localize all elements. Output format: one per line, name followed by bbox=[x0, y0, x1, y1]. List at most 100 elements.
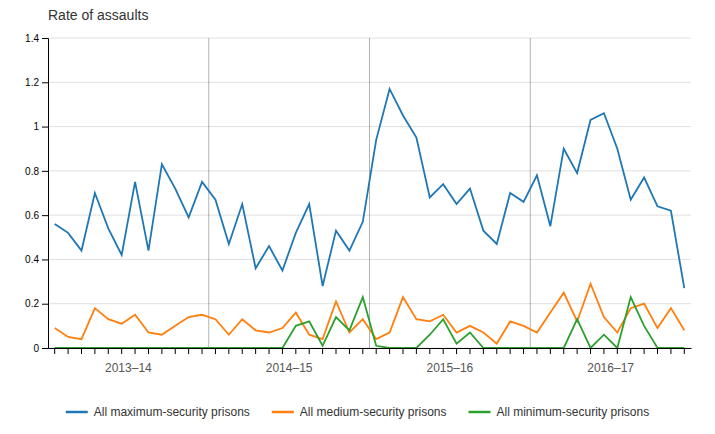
x-tick bbox=[349, 348, 350, 354]
x-tick bbox=[148, 348, 149, 354]
x-tick-mark bbox=[68, 348, 69, 354]
x-tick bbox=[269, 348, 270, 354]
x-tick bbox=[483, 348, 484, 354]
x-tick bbox=[443, 348, 444, 354]
x-tick-mark bbox=[135, 348, 136, 354]
y-tick-label: 0 bbox=[33, 343, 39, 354]
x-tick bbox=[590, 348, 591, 354]
y-tick-label: 0.8 bbox=[25, 166, 39, 177]
x-tick bbox=[416, 348, 417, 354]
y-tick-mark bbox=[42, 127, 48, 128]
x-tick-mark bbox=[228, 348, 229, 354]
legend-swatch bbox=[469, 411, 491, 414]
x-tick-mark bbox=[202, 348, 203, 354]
x-tick bbox=[295, 348, 296, 354]
x-tick-mark bbox=[282, 348, 283, 354]
x-tick-mark bbox=[295, 348, 296, 354]
x-tick bbox=[94, 348, 95, 354]
x-tick bbox=[336, 348, 337, 354]
x-tick bbox=[657, 348, 658, 354]
y-tick: 1.2 bbox=[25, 77, 48, 88]
y-tick: 0.6 bbox=[25, 210, 48, 221]
x-tick-mark bbox=[523, 348, 524, 354]
y-tick-mark bbox=[42, 38, 48, 39]
series-line bbox=[55, 297, 685, 348]
x-tick bbox=[282, 348, 283, 354]
legend-item: All minimum-security prisons bbox=[469, 405, 650, 419]
y-tick-mark bbox=[42, 82, 48, 83]
y-tick-label: 0.6 bbox=[25, 210, 39, 221]
x-tick bbox=[603, 348, 604, 354]
block-separator bbox=[369, 38, 370, 348]
x-tick-mark bbox=[81, 348, 82, 354]
x-tick-mark bbox=[496, 348, 497, 354]
title: Rate of assaults bbox=[48, 7, 148, 23]
x-tick-mark bbox=[563, 348, 564, 354]
x-tick-mark bbox=[510, 348, 511, 354]
x-tick-mark bbox=[483, 348, 484, 354]
x-tick-mark bbox=[269, 348, 270, 354]
x-tick-mark bbox=[536, 348, 537, 354]
x-tick-mark bbox=[322, 348, 323, 354]
x-tick bbox=[630, 348, 631, 354]
y-tick: 0.4 bbox=[25, 254, 48, 265]
x-tick-mark bbox=[215, 348, 216, 354]
x-tick-mark bbox=[684, 348, 685, 354]
y-axis: 0 0.2 0.4 0.6 0.8 1 1.2 1.4 bbox=[25, 33, 48, 354]
x-tick bbox=[135, 348, 136, 354]
x-tick bbox=[175, 348, 176, 354]
x-tick-mark bbox=[670, 348, 671, 354]
y-tick: 0.8 bbox=[25, 166, 48, 177]
x-tick-mark bbox=[657, 348, 658, 354]
y-tick-label: 1.2 bbox=[25, 77, 39, 88]
x-tick-mark bbox=[121, 348, 122, 354]
legend-label: All minimum-security prisons bbox=[497, 405, 650, 419]
x-tick bbox=[309, 348, 310, 354]
x-tick-mark bbox=[336, 348, 337, 354]
x-axis bbox=[49, 348, 692, 354]
legend-item: All medium-security prisons bbox=[272, 405, 447, 419]
series-line bbox=[55, 284, 685, 344]
x-tick-mark bbox=[389, 348, 390, 354]
x-tick-mark bbox=[644, 348, 645, 354]
x-tick-mark bbox=[242, 348, 243, 354]
x-tick bbox=[215, 348, 216, 354]
y-tick-label: 1 bbox=[33, 121, 39, 132]
x-tick bbox=[684, 348, 685, 354]
block-separator bbox=[530, 38, 531, 348]
x-tick bbox=[469, 348, 470, 354]
x-tick bbox=[670, 348, 671, 354]
x-tick bbox=[496, 348, 497, 354]
plot: 00.20.40.60.811.21.42013–142014–152015–1… bbox=[25, 33, 691, 375]
y-tick-mark bbox=[42, 259, 48, 260]
x-tick-mark bbox=[309, 348, 310, 354]
x-tick-mark bbox=[443, 348, 444, 354]
x-tick-mark bbox=[148, 348, 149, 354]
block-separators bbox=[209, 38, 531, 348]
x-tick-mark bbox=[188, 348, 189, 354]
x-tick bbox=[523, 348, 524, 354]
x-tick bbox=[108, 348, 109, 354]
x-tick bbox=[68, 348, 69, 354]
y-tick: 1.4 bbox=[25, 33, 48, 44]
x-tick bbox=[536, 348, 537, 354]
x-tick bbox=[121, 348, 122, 354]
x-tick-mark bbox=[630, 348, 631, 354]
x-tick bbox=[362, 348, 363, 354]
x-tick bbox=[81, 348, 82, 354]
x-tick bbox=[161, 348, 162, 354]
grid bbox=[48, 38, 691, 348]
series-line bbox=[55, 89, 685, 288]
y-tick-label: 0.2 bbox=[25, 298, 39, 309]
x-tick bbox=[644, 348, 645, 354]
lines bbox=[55, 89, 685, 348]
y-tick-label: 0.4 bbox=[25, 254, 39, 265]
x-tick bbox=[429, 348, 430, 354]
y-tick-mark bbox=[42, 348, 48, 349]
y-tick: 0 bbox=[33, 343, 48, 354]
year-label: 2016–17 bbox=[587, 361, 634, 375]
x-tick bbox=[389, 348, 390, 354]
x-tick-mark bbox=[469, 348, 470, 354]
block-separator bbox=[208, 38, 209, 348]
legend-swatch bbox=[66, 411, 88, 414]
